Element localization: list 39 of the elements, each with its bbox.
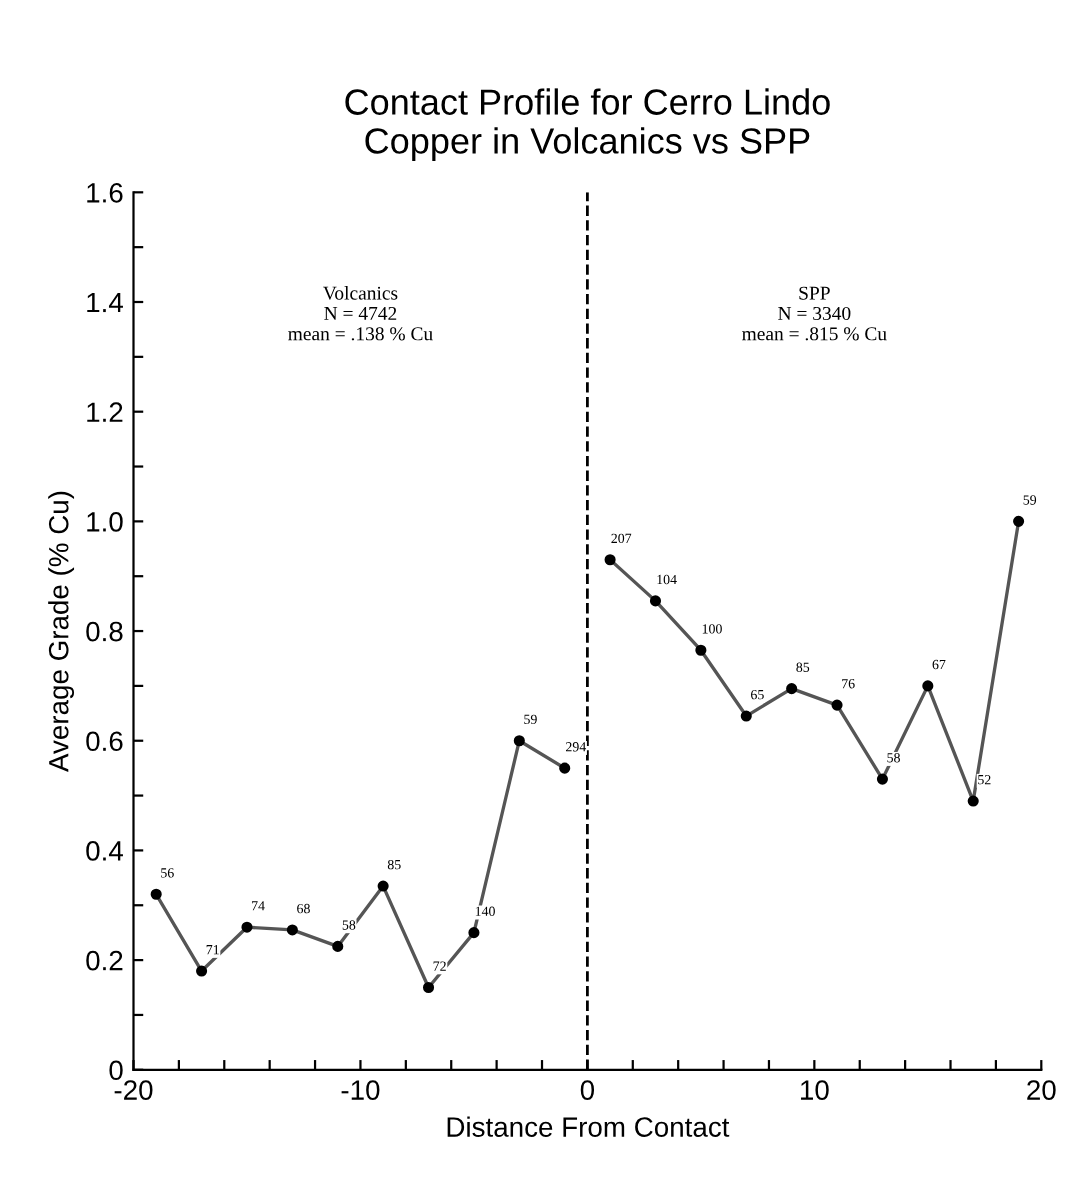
point bbox=[876, 773, 888, 785]
point bbox=[468, 927, 480, 939]
annotation: SPP N = 3340 mean = .815 % Cu bbox=[742, 286, 887, 341]
y-tick-label: 1.6 bbox=[87, 182, 123, 203]
y-tick-label: 0 bbox=[109, 1060, 123, 1081]
y-axis-title: Average Grade (% Cu) bbox=[48, 491, 75, 772]
y-tick-label: 0.4 bbox=[86, 841, 123, 861]
point bbox=[740, 710, 752, 722]
x-tick-label: 0 bbox=[580, 1080, 595, 1100]
x-tick-label: 10 bbox=[801, 1080, 829, 1100]
point bbox=[695, 644, 707, 656]
x-axis-title: Distance From Contact bbox=[447, 1116, 730, 1137]
x-tick-label: -20 bbox=[114, 1080, 153, 1100]
point bbox=[241, 921, 253, 933]
y-tick-label: 0.8 bbox=[86, 621, 123, 642]
x-tick-label: -10 bbox=[341, 1080, 380, 1100]
point bbox=[286, 924, 298, 936]
point bbox=[1013, 515, 1025, 527]
point bbox=[150, 888, 162, 900]
point bbox=[922, 680, 934, 692]
y-tick-label: 1.2 bbox=[87, 402, 123, 422]
point bbox=[831, 699, 843, 711]
annotation: Volcanics N = 4742 mean = .138 % Cu bbox=[288, 286, 433, 341]
point bbox=[513, 735, 525, 747]
y-tick-label: 1.0 bbox=[87, 512, 123, 532]
point bbox=[604, 554, 616, 566]
point bbox=[649, 595, 662, 607]
point bbox=[377, 880, 389, 892]
point bbox=[196, 965, 208, 977]
y-tick-label: 0.6 bbox=[86, 731, 123, 752]
chart-title: Contact Profile for Cerro Lindo Copper in Volcanics vs SPP bbox=[345, 88, 830, 161]
point bbox=[422, 981, 435, 994]
point bbox=[332, 940, 344, 952]
point bbox=[967, 795, 979, 807]
y-tick-label: 1.4 bbox=[87, 292, 123, 313]
x-tick-label: 20 bbox=[1027, 1080, 1056, 1100]
point bbox=[786, 683, 798, 695]
y-tick-label: 0.2 bbox=[86, 950, 123, 971]
point bbox=[559, 762, 571, 774]
